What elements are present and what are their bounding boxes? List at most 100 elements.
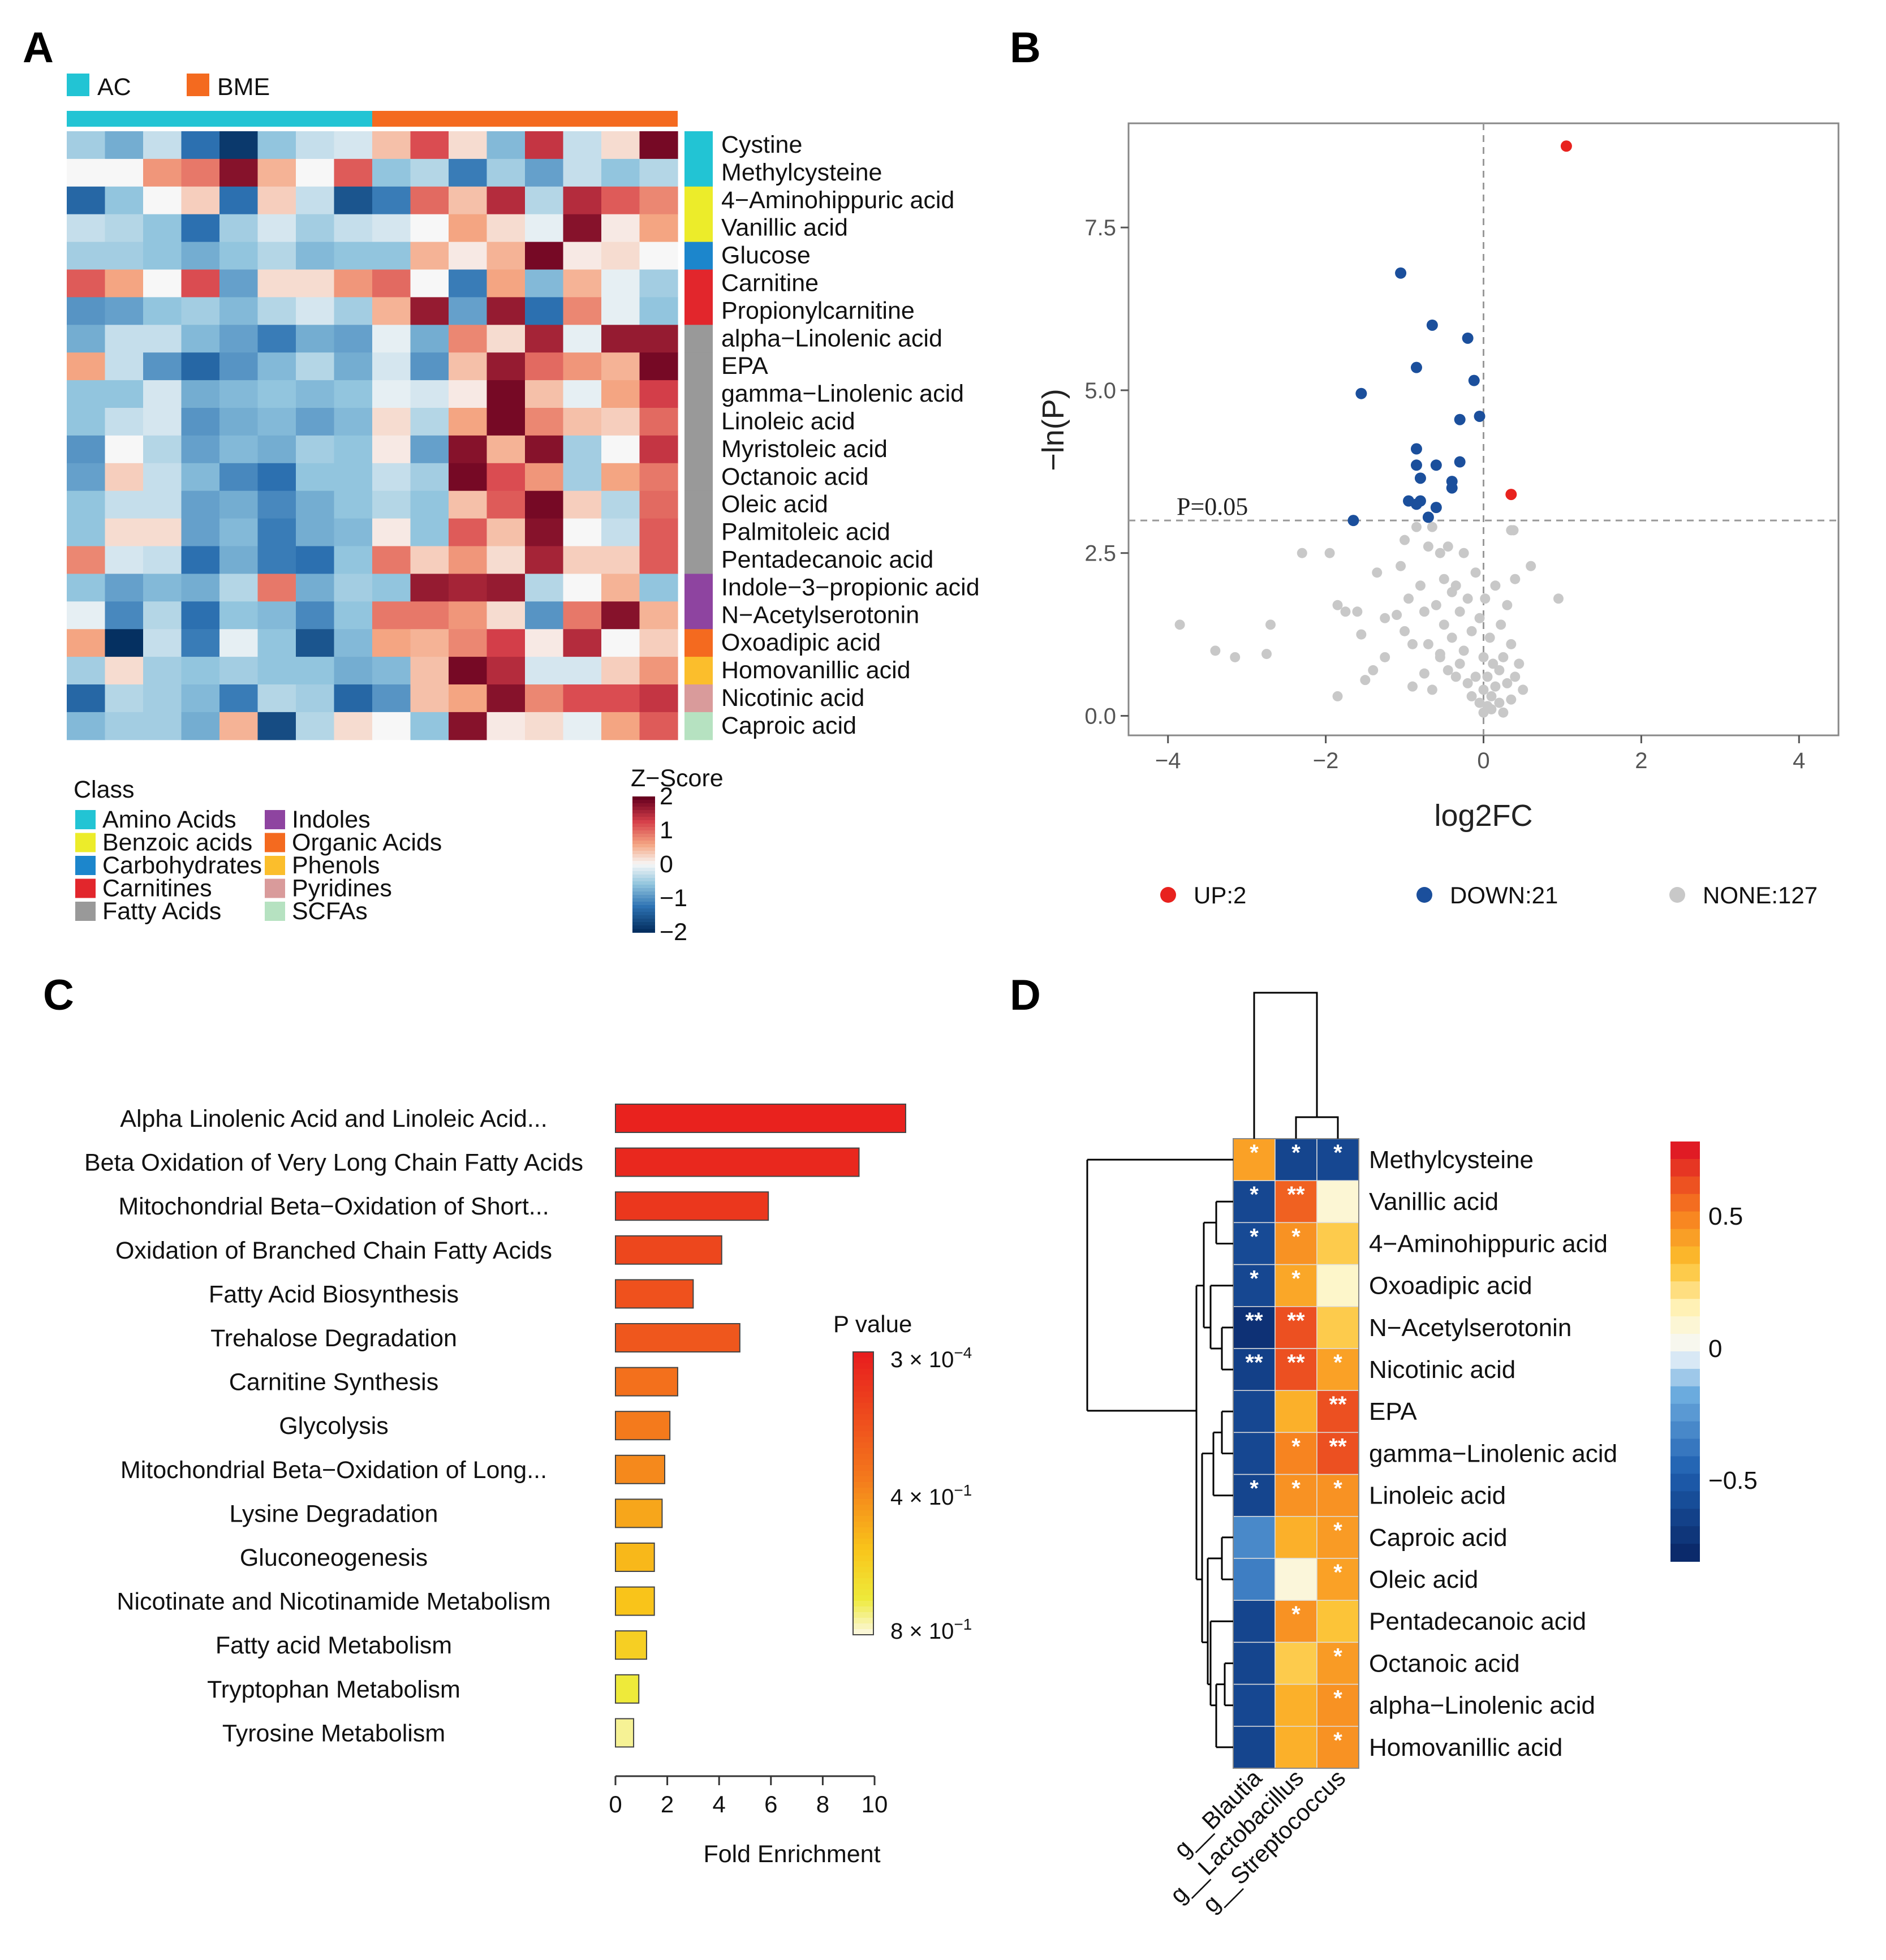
heatmap-cell bbox=[105, 490, 144, 519]
heatmap-cell bbox=[449, 352, 488, 381]
y-tick-label: 5.0 bbox=[1084, 378, 1116, 403]
y-tick-label: 2.5 bbox=[1084, 541, 1116, 566]
enrichment-bar bbox=[615, 1630, 647, 1660]
heatmap-cell bbox=[449, 518, 488, 547]
heatmap-cell bbox=[257, 352, 296, 381]
point-none bbox=[1480, 593, 1491, 604]
class-strip-cell bbox=[684, 325, 713, 353]
legend-marker bbox=[1160, 887, 1176, 903]
colorbar-step bbox=[632, 807, 655, 811]
heatmap-cell bbox=[143, 297, 182, 325]
pvalue-colorbar-step bbox=[853, 1397, 873, 1403]
heatmap-cell bbox=[219, 657, 259, 685]
point-none bbox=[1488, 658, 1499, 669]
x-tick-label: 8 bbox=[816, 1791, 829, 1817]
heatmap-cell bbox=[410, 629, 449, 657]
heatmap-cell bbox=[639, 297, 678, 325]
group-legend-label: BME bbox=[217, 74, 270, 101]
point-none bbox=[1324, 548, 1335, 558]
heatmap-cell bbox=[67, 408, 106, 436]
legend-label: DOWN:21 bbox=[1450, 882, 1558, 908]
heatmap-cell bbox=[410, 463, 449, 492]
point-none bbox=[1494, 665, 1505, 675]
pvalue-colorbar-step bbox=[853, 1567, 873, 1573]
heatmap-cell bbox=[143, 158, 182, 187]
significance-star: * bbox=[1333, 1728, 1342, 1753]
heatmap-cell bbox=[486, 352, 526, 381]
heatmap-cell bbox=[143, 490, 182, 519]
heatmap-cell bbox=[449, 242, 488, 270]
pathway-label: Glycolysis bbox=[279, 1412, 389, 1440]
row-label: Methylcysteine bbox=[721, 159, 882, 186]
row-label: Oleic acid bbox=[1369, 1566, 1478, 1593]
colorbar-step bbox=[632, 912, 655, 916]
point-none bbox=[1435, 548, 1445, 558]
heatmap-cell bbox=[181, 269, 220, 298]
point-down bbox=[1410, 459, 1422, 471]
class-legend-swatch bbox=[265, 856, 285, 875]
heatmap-cell bbox=[334, 242, 373, 270]
class-strip-cell bbox=[684, 629, 713, 657]
colorbar-step bbox=[632, 895, 655, 899]
heatmap-cell bbox=[105, 214, 144, 243]
point-none bbox=[1454, 658, 1465, 669]
pvalue-colorbar-step bbox=[853, 1556, 873, 1562]
point-none bbox=[1454, 606, 1465, 617]
class-legend-label: Amino Acids bbox=[102, 806, 236, 833]
heatmap-cell bbox=[334, 214, 373, 243]
heatmap-cell bbox=[105, 158, 144, 187]
heatmap-cell bbox=[296, 684, 335, 713]
pvalue-colorbar-step bbox=[853, 1454, 873, 1460]
heatmap-cell bbox=[257, 601, 296, 630]
point-none bbox=[1174, 619, 1185, 630]
heatmap-cell bbox=[143, 186, 182, 215]
significance-star: * bbox=[1333, 1140, 1342, 1165]
point-none bbox=[1415, 580, 1426, 591]
point-none bbox=[1372, 567, 1383, 578]
heatmap-cell bbox=[143, 601, 182, 630]
heatmap-cell bbox=[449, 186, 488, 215]
x-tick-label: 10 bbox=[862, 1791, 888, 1817]
heatmap-cell bbox=[67, 352, 106, 381]
heatmap-cell bbox=[486, 269, 526, 298]
point-none bbox=[1446, 632, 1457, 643]
row-label: N−Acetylserotonin bbox=[1369, 1314, 1571, 1342]
heatmap-cell bbox=[143, 684, 182, 713]
point-down bbox=[1395, 267, 1407, 279]
colorbar-step bbox=[632, 905, 655, 909]
pathway-label: Nicotinate and Nicotinamide Metabolism bbox=[117, 1588, 550, 1616]
heatmap-cell bbox=[639, 158, 678, 187]
class-strip-cell bbox=[684, 657, 713, 685]
colorbar-step bbox=[632, 919, 655, 923]
colorbar-step bbox=[1670, 1299, 1700, 1317]
pathway-label: Oxidation of Branched Chain Fatty Acids bbox=[115, 1237, 552, 1264]
heatmap-cell bbox=[563, 214, 602, 243]
class-legend-label: Carbohydrates bbox=[102, 852, 262, 879]
group-legend-swatch bbox=[67, 74, 89, 96]
heatmap-cell bbox=[525, 186, 564, 215]
heatmap-cell bbox=[219, 629, 259, 657]
point-none bbox=[1403, 593, 1414, 604]
heatmap-cell bbox=[449, 435, 488, 464]
threshold-label: P=0.05 bbox=[1177, 493, 1248, 520]
row-label: Myristoleic acid bbox=[721, 436, 888, 463]
enrichment-bar bbox=[615, 1147, 860, 1177]
heatmap-cell bbox=[181, 214, 220, 243]
colorbar-step bbox=[632, 888, 655, 892]
colorbar-title: Z−Score bbox=[631, 765, 724, 792]
pathway-label: Trehalose Degradation bbox=[210, 1325, 457, 1352]
significance-star: * bbox=[1333, 1644, 1342, 1669]
heatmap-cell bbox=[449, 214, 488, 243]
heatmap-cell bbox=[525, 518, 564, 547]
heatmap-cell bbox=[334, 684, 373, 713]
heatmap-cell bbox=[563, 601, 602, 630]
heatmap-cell bbox=[181, 712, 220, 740]
row-label: EPA bbox=[1369, 1398, 1417, 1425]
point-none bbox=[1462, 678, 1473, 688]
point-none bbox=[1484, 632, 1495, 643]
point-none bbox=[1498, 652, 1509, 662]
pvalue-colorbar-step bbox=[853, 1414, 873, 1420]
x-tick-label: 4 bbox=[1793, 748, 1805, 773]
colorbar-step bbox=[632, 854, 655, 858]
heatmap-cell bbox=[257, 463, 296, 492]
